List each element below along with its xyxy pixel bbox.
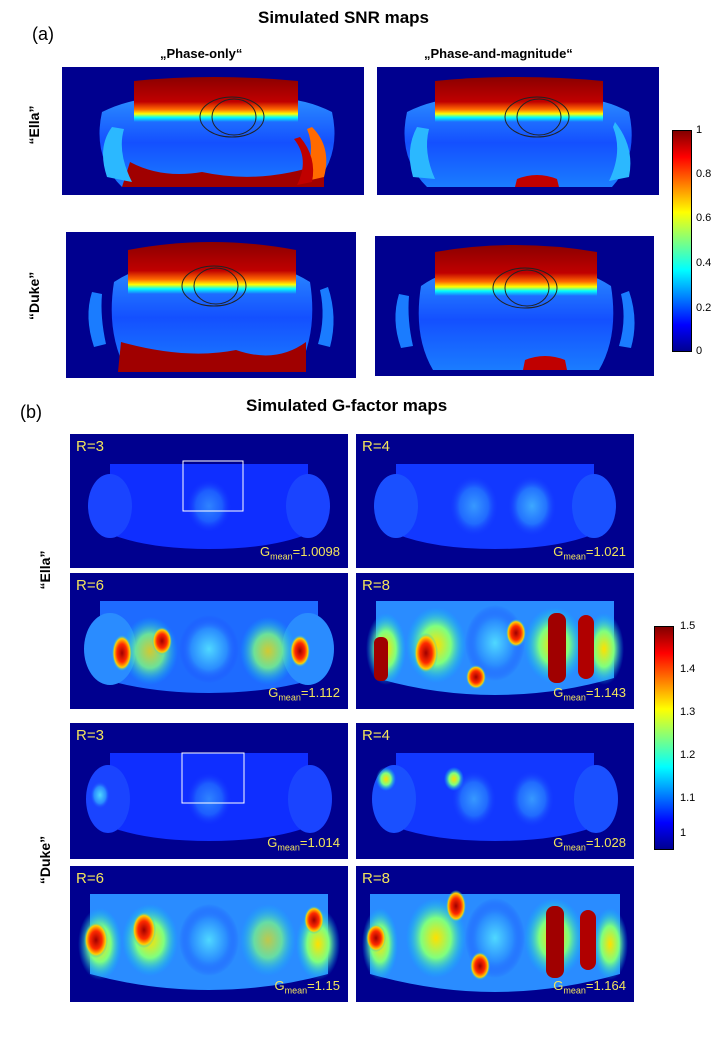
snr-colorbar-tick: 0.2	[696, 302, 712, 314]
row-label-ella-b: “Ella”	[37, 550, 53, 590]
snr-colorbar-tick: 1	[696, 124, 703, 136]
gfactor-colorbar-tick: 1	[680, 827, 687, 839]
gfactor-colorbar	[654, 626, 674, 850]
g-mean-label: Gmean=1.143	[553, 685, 626, 703]
gfactor-colorbar-tick: 1.5	[680, 620, 696, 632]
gfactor-map-ella-r8: R=8 Gmean=1.143	[356, 573, 634, 709]
gfactor-map-duke-r8: R=8 Gmean=1.164	[356, 866, 634, 1002]
column-header-phase-and-magnitude: „Phase-and-magnitude“	[424, 46, 573, 61]
gfactor-map-ella-r6: R=6 Gmean=1.112	[70, 573, 348, 709]
panel-a-title: Simulated SNR maps	[258, 8, 429, 27]
g-mean-label: Gmean=1.164	[553, 978, 626, 996]
g-mean-label: Gmean=1.0098	[260, 544, 340, 562]
acceleration-label: R=3	[76, 438, 104, 455]
panel-a-letter: (a)	[32, 24, 54, 44]
gfactor-colorbar-tick: 1.1	[680, 792, 696, 804]
acceleration-label: R=4	[362, 438, 390, 455]
snr-colorbar-tick: 0.8	[696, 168, 712, 180]
snr-map-ella-phase-only	[62, 67, 364, 195]
g-mean-label: Gmean=1.014	[267, 835, 340, 853]
gfactor-map-ella-r3: R=3 Gmean=1.0098	[70, 434, 348, 568]
gfactor-map-duke-r3: R=3 Gmean=1.014	[70, 723, 348, 859]
gfactor-map-duke-r6: R=6 Gmean=1.15	[70, 866, 348, 1002]
snr-colorbar-tick: 0.6	[696, 212, 712, 224]
acceleration-label: R=6	[76, 577, 104, 594]
acceleration-label: R=3	[76, 727, 104, 744]
acceleration-label: R=4	[362, 727, 390, 744]
column-header-phase-only: „Phase-only“	[160, 46, 243, 61]
g-mean-label: Gmean=1.112	[268, 685, 340, 703]
snr-colorbar-tick: 0.4	[696, 257, 712, 269]
gfactor-colorbar-tick: 1.3	[680, 706, 696, 718]
panel-b-title: Simulated G-factor maps	[246, 396, 448, 415]
gfactor-colorbar-tick: 1.2	[680, 749, 696, 761]
snr-colorbar-tick: 0	[696, 345, 703, 357]
row-label-duke-a: “Duke”	[26, 271, 42, 320]
snr-colorbar	[672, 130, 692, 352]
gfactor-map-duke-r4: R=4 Gmean=1.028	[356, 723, 634, 859]
snr-map-duke-phase-only	[66, 232, 356, 378]
acceleration-label: R=6	[76, 870, 104, 887]
row-label-ella-a: “Ella”	[26, 105, 42, 145]
panel-b-letter: (b)	[20, 402, 42, 422]
g-mean-label: Gmean=1.021	[553, 544, 626, 562]
gfactor-colorbar-tick: 1.4	[680, 663, 696, 675]
acceleration-label: R=8	[362, 577, 390, 594]
row-label-duke-b: “Duke”	[37, 835, 53, 885]
snr-map-duke-phase-and-magnitude	[375, 236, 654, 376]
snr-map-ella-phase-and-magnitude	[377, 67, 659, 195]
g-mean-label: Gmean=1.028	[553, 835, 626, 853]
acceleration-label: R=8	[362, 870, 390, 887]
gfactor-map-ella-r4: R=4 Gmean=1.021	[356, 434, 634, 568]
g-mean-label: Gmean=1.15	[274, 978, 340, 996]
